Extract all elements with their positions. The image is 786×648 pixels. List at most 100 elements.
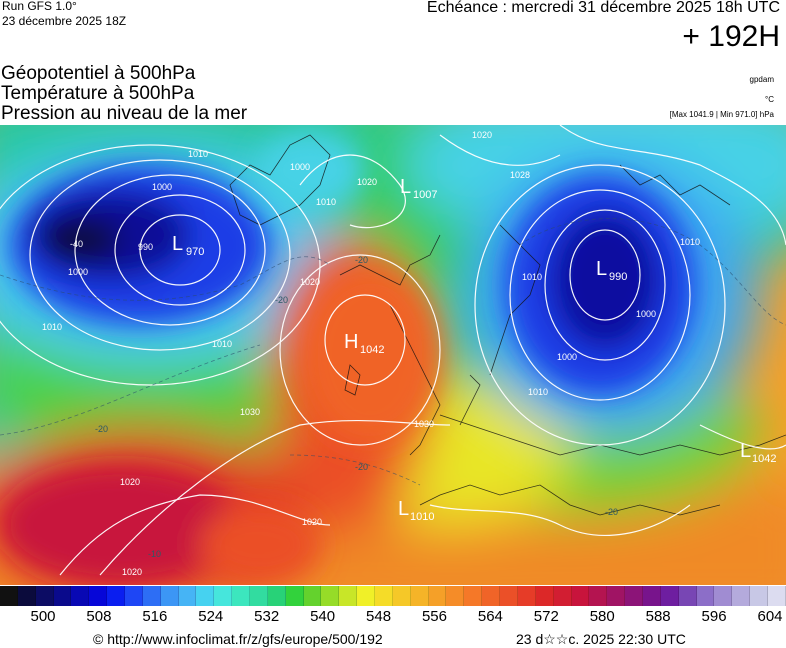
temperature-label: -20 xyxy=(95,424,108,434)
isobar-label: 1010 xyxy=(212,339,232,349)
colorbar-swatch xyxy=(464,586,483,606)
trough-west-darkest xyxy=(40,218,120,262)
high-center-value: 1042 xyxy=(360,344,384,356)
colorbar-tick-label: 508 xyxy=(86,608,112,625)
weather-map: L 970 L 1007 L 990 H 1042 L 1010 L 1042 … xyxy=(0,125,786,585)
isobar-label: 1028 xyxy=(510,170,530,180)
colorbar-tick-label: 500 xyxy=(30,608,56,625)
colorbar-swatch xyxy=(357,586,376,606)
colorbar-swatch xyxy=(660,586,679,606)
valid-time: Echéance : mercredi 31 décembre 2025 18h… xyxy=(426,0,780,16)
isobar-label: 1010 xyxy=(522,272,542,282)
temperature-label: -20 xyxy=(355,255,368,265)
title-temperature: Température à 500hPa xyxy=(1,83,195,104)
colorbar-tick-label: 516 xyxy=(142,608,168,625)
colorbar-swatch xyxy=(732,586,751,606)
colorbar-swatch xyxy=(71,586,90,606)
colorbar-legend xyxy=(0,586,786,606)
isobar-label: 1010 xyxy=(680,237,700,247)
isobar-label: 1000 xyxy=(557,352,577,362)
isobar-label: 1020 xyxy=(302,517,322,527)
colorbar-swatch xyxy=(607,586,626,606)
colorbar-swatch xyxy=(482,586,501,606)
isobar-lines xyxy=(0,125,786,576)
colorbar-swatch xyxy=(553,586,572,606)
colorbar-tick-label: 532 xyxy=(254,608,280,625)
unit-temperature: °C xyxy=(765,95,774,104)
low-center-label: L xyxy=(398,498,409,520)
run-label: Run GFS 1.0° xyxy=(2,0,77,13)
colorbar-swatch xyxy=(410,586,429,606)
colorbar-swatch xyxy=(714,586,733,606)
colorbar-swatch xyxy=(517,586,536,606)
generation-timestamp: 23 d☆☆c. 2025 22:30 UTC xyxy=(516,631,686,647)
colorbar-swatch xyxy=(696,586,715,606)
temperature-label: -20 xyxy=(275,295,288,305)
run-date: 23 décembre 2025 18Z xyxy=(2,14,127,28)
colorbar-swatch xyxy=(339,586,358,606)
low-center-label: L xyxy=(596,258,607,280)
colorbar-tick-label: 524 xyxy=(198,608,224,625)
colorbar-swatch xyxy=(107,586,126,606)
high-center-label: H xyxy=(344,331,358,353)
isobar-label: 1010 xyxy=(528,387,548,397)
colorbar-swatch xyxy=(0,586,18,606)
colorbar-swatch xyxy=(35,586,54,606)
colorbar-tick-label: 604 xyxy=(757,608,783,625)
isobar-label: 1020 xyxy=(472,130,492,140)
temperature-label: -10 xyxy=(148,549,161,559)
colorbar-swatch xyxy=(214,586,233,606)
title-geopotential: Géopotentiel à 500hPa xyxy=(1,63,196,84)
isobar-label: 1030 xyxy=(240,407,260,417)
colorbar-tick-label: 540 xyxy=(310,608,336,625)
colorbar-swatch xyxy=(267,586,286,606)
isobar-labels: 1010 1000 990 1000 1010 1020 1010 1000 1… xyxy=(42,130,700,577)
isobar-label: 1020 xyxy=(357,177,377,187)
temperature-isotherms xyxy=(0,218,786,486)
colorbar-swatch xyxy=(589,586,608,606)
pressure-centers: L 970 L 1007 L 990 H 1042 L 1010 L 1042 xyxy=(172,176,776,523)
low-center-value: 1010 xyxy=(410,511,434,523)
colorbar-swatch xyxy=(160,586,179,606)
isobar-label: 1020 xyxy=(120,477,140,487)
colorbar-tick-label: 572 xyxy=(533,608,559,625)
source-url: © http://www.infoclimat.fr/z/gfs/europe/… xyxy=(93,631,383,647)
colorbar-swatch xyxy=(89,586,108,606)
colorbar-swatch xyxy=(53,586,72,606)
colorbar-swatch xyxy=(750,586,768,606)
colorbar-swatch xyxy=(17,586,36,606)
colorbar-swatch xyxy=(142,586,161,606)
colorbar-swatch xyxy=(535,586,554,606)
colorbar-swatch xyxy=(625,586,643,606)
low-center-label: L xyxy=(172,233,183,255)
isobar-label: 1020 xyxy=(122,567,142,577)
temperature-label: -40 xyxy=(70,239,83,249)
colorbar-swatch xyxy=(500,586,518,606)
unit-geopotential: gpdam xyxy=(749,75,774,84)
colorbar-swatch xyxy=(125,586,143,606)
colorbar-swatch xyxy=(571,586,590,606)
low-center-label: L xyxy=(400,176,411,198)
lead-time: + 192H xyxy=(682,20,780,53)
colorbar-tick-label: 596 xyxy=(701,608,727,625)
colorbar-swatch xyxy=(285,586,304,606)
colorbar-swatch xyxy=(767,586,786,606)
temperature-label: -20 xyxy=(605,507,618,517)
low-center-value: 1007 xyxy=(413,189,437,201)
colorbar-swatch xyxy=(678,586,697,606)
colorbar-tick-label: 564 xyxy=(477,608,503,625)
isobar-label: 1000 xyxy=(636,309,656,319)
temperature-label: -20 xyxy=(355,462,368,472)
southwest-darkred xyxy=(0,465,240,585)
temperature-labels: -40 -20 -20 -20 -20 -20 -10 xyxy=(70,239,618,559)
isobar-label: 1020 xyxy=(300,277,320,287)
colorbar-tick-label: 580 xyxy=(589,608,615,625)
colorbar-swatch xyxy=(392,586,411,606)
isobar-label: 1000 xyxy=(290,162,310,172)
colorbar-swatch xyxy=(375,586,393,606)
colorbar-tick-label: 556 xyxy=(421,608,447,625)
colorbar-swatch xyxy=(232,586,251,606)
colorbar-ticks: 500 508 516 524 532 540 548 556 564 572 580 588 596 6… xyxy=(0,608,786,628)
colorbar-swatch xyxy=(250,586,268,606)
low-center-value: 1042 xyxy=(752,453,776,465)
